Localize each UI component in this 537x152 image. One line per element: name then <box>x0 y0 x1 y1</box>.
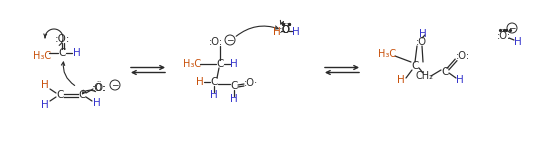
Text: H: H <box>273 27 281 37</box>
Text: H: H <box>41 80 49 90</box>
Text: :O: :O <box>416 37 426 47</box>
Text: :O·: :O· <box>244 78 258 88</box>
Text: H: H <box>230 94 238 104</box>
Text: H: H <box>292 27 300 37</box>
Text: H: H <box>210 90 218 100</box>
Text: :O:: :O: <box>209 37 223 47</box>
Text: :O:: :O: <box>92 83 106 93</box>
Text: C: C <box>441 67 449 77</box>
Text: −: − <box>226 36 234 45</box>
Text: H₃C: H₃C <box>183 59 201 69</box>
Text: Ö: Ö <box>282 25 290 35</box>
Text: :Ö:: :Ö: <box>497 31 511 41</box>
Text: H: H <box>230 59 238 69</box>
Text: :Ö:: :Ö: <box>93 83 107 93</box>
Text: H: H <box>397 75 405 85</box>
Text: :O:: :O: <box>54 34 70 44</box>
Text: −: − <box>508 24 516 33</box>
Text: H: H <box>196 77 204 87</box>
Text: :O:: :O: <box>456 51 470 61</box>
Text: H: H <box>73 48 81 58</box>
Text: C: C <box>56 90 64 100</box>
Text: CH₂: CH₂ <box>416 71 434 81</box>
Text: C: C <box>230 81 238 91</box>
Text: C: C <box>216 59 224 69</box>
Text: C: C <box>78 90 86 100</box>
Text: H: H <box>41 100 49 110</box>
Text: C: C <box>59 48 66 58</box>
Text: H: H <box>419 29 427 39</box>
Text: H: H <box>514 37 522 47</box>
Text: −: − <box>111 81 119 90</box>
Text: C: C <box>211 77 217 87</box>
Text: H₃C: H₃C <box>378 49 396 59</box>
Text: H: H <box>93 98 101 108</box>
Text: H₃C: H₃C <box>33 51 51 61</box>
Text: :O: :O <box>279 25 291 35</box>
Text: C: C <box>411 61 419 71</box>
Text: H: H <box>456 75 464 85</box>
